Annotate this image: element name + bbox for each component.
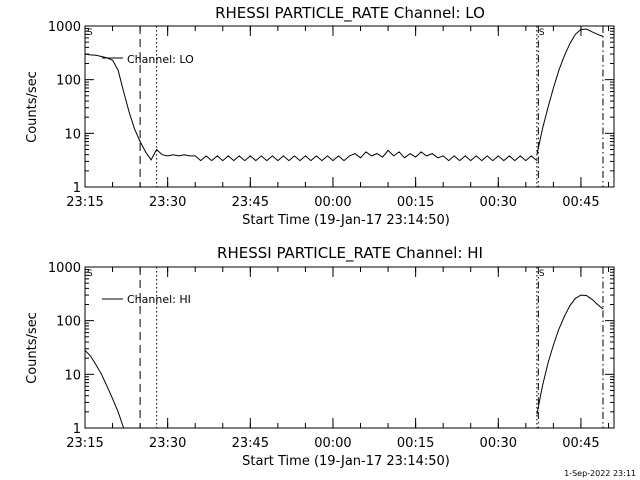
series-line bbox=[536, 294, 604, 415]
y-tick-label: 1000 bbox=[48, 261, 81, 276]
y-tick-label: 1000 bbox=[48, 20, 81, 35]
x-tick-label: 00:30 bbox=[480, 436, 517, 451]
event-marker-label: S bbox=[87, 28, 93, 38]
x-tick-label: 23:45 bbox=[232, 436, 269, 451]
y-tick-label: 100 bbox=[56, 74, 81, 89]
series-line bbox=[84, 53, 538, 162]
x-axis-label: Start Time (19-Jan-17 23:14:50) bbox=[242, 454, 450, 469]
x-tick-label: 23:15 bbox=[66, 195, 103, 210]
event-marker-label: S bbox=[87, 269, 93, 279]
series-line bbox=[536, 28, 604, 155]
lo-channel-panel: RHESSI PARTICLE_RATE Channel: LO Start T… bbox=[25, 4, 615, 228]
x-tick-label: 00:15 bbox=[397, 436, 434, 451]
x-tick-label: 23:15 bbox=[66, 436, 103, 451]
chart-title: RHESSI PARTICLE_RATE Channel: HI bbox=[217, 244, 483, 263]
chart-title: RHESSI PARTICLE_RATE Channel: LO bbox=[215, 4, 485, 23]
x-axis-label: Start Time (19-Jan-17 23:14:50) bbox=[242, 213, 450, 228]
x-tick-label: 23:30 bbox=[149, 195, 186, 210]
event-marker-label: S bbox=[539, 28, 545, 38]
y-axis-label: Counts/sec bbox=[25, 312, 40, 384]
y-tick-label: 1 bbox=[73, 181, 81, 196]
x-tick-label: 00:45 bbox=[562, 436, 599, 451]
y-tick-label: 10 bbox=[64, 127, 81, 142]
legend-label: Channel: HI bbox=[127, 293, 191, 306]
x-tick-label: 00:00 bbox=[314, 195, 351, 210]
x-tick-label: 23:30 bbox=[149, 436, 186, 451]
date-stamp: 1-Sep-2022 23:11 bbox=[564, 469, 636, 478]
y-tick-label: 10 bbox=[64, 368, 81, 383]
x-tick-label: 00:30 bbox=[480, 195, 517, 210]
x-tick-label: 00:00 bbox=[314, 436, 351, 451]
x-tick-label: 23:45 bbox=[232, 195, 269, 210]
x-tick-label: 00:15 bbox=[397, 195, 434, 210]
x-tick-label: 00:45 bbox=[562, 195, 599, 210]
y-tick-label: 100 bbox=[56, 315, 81, 330]
hi-channel-panel: RHESSI PARTICLE_RATE Channel: HI Start T… bbox=[25, 244, 615, 469]
series-line bbox=[84, 349, 125, 429]
y-tick-label: 1 bbox=[73, 422, 81, 437]
y-axis-label: Counts/sec bbox=[25, 71, 40, 143]
legend-label: Channel: LO bbox=[127, 53, 194, 66]
event-marker-label: S bbox=[539, 269, 545, 279]
